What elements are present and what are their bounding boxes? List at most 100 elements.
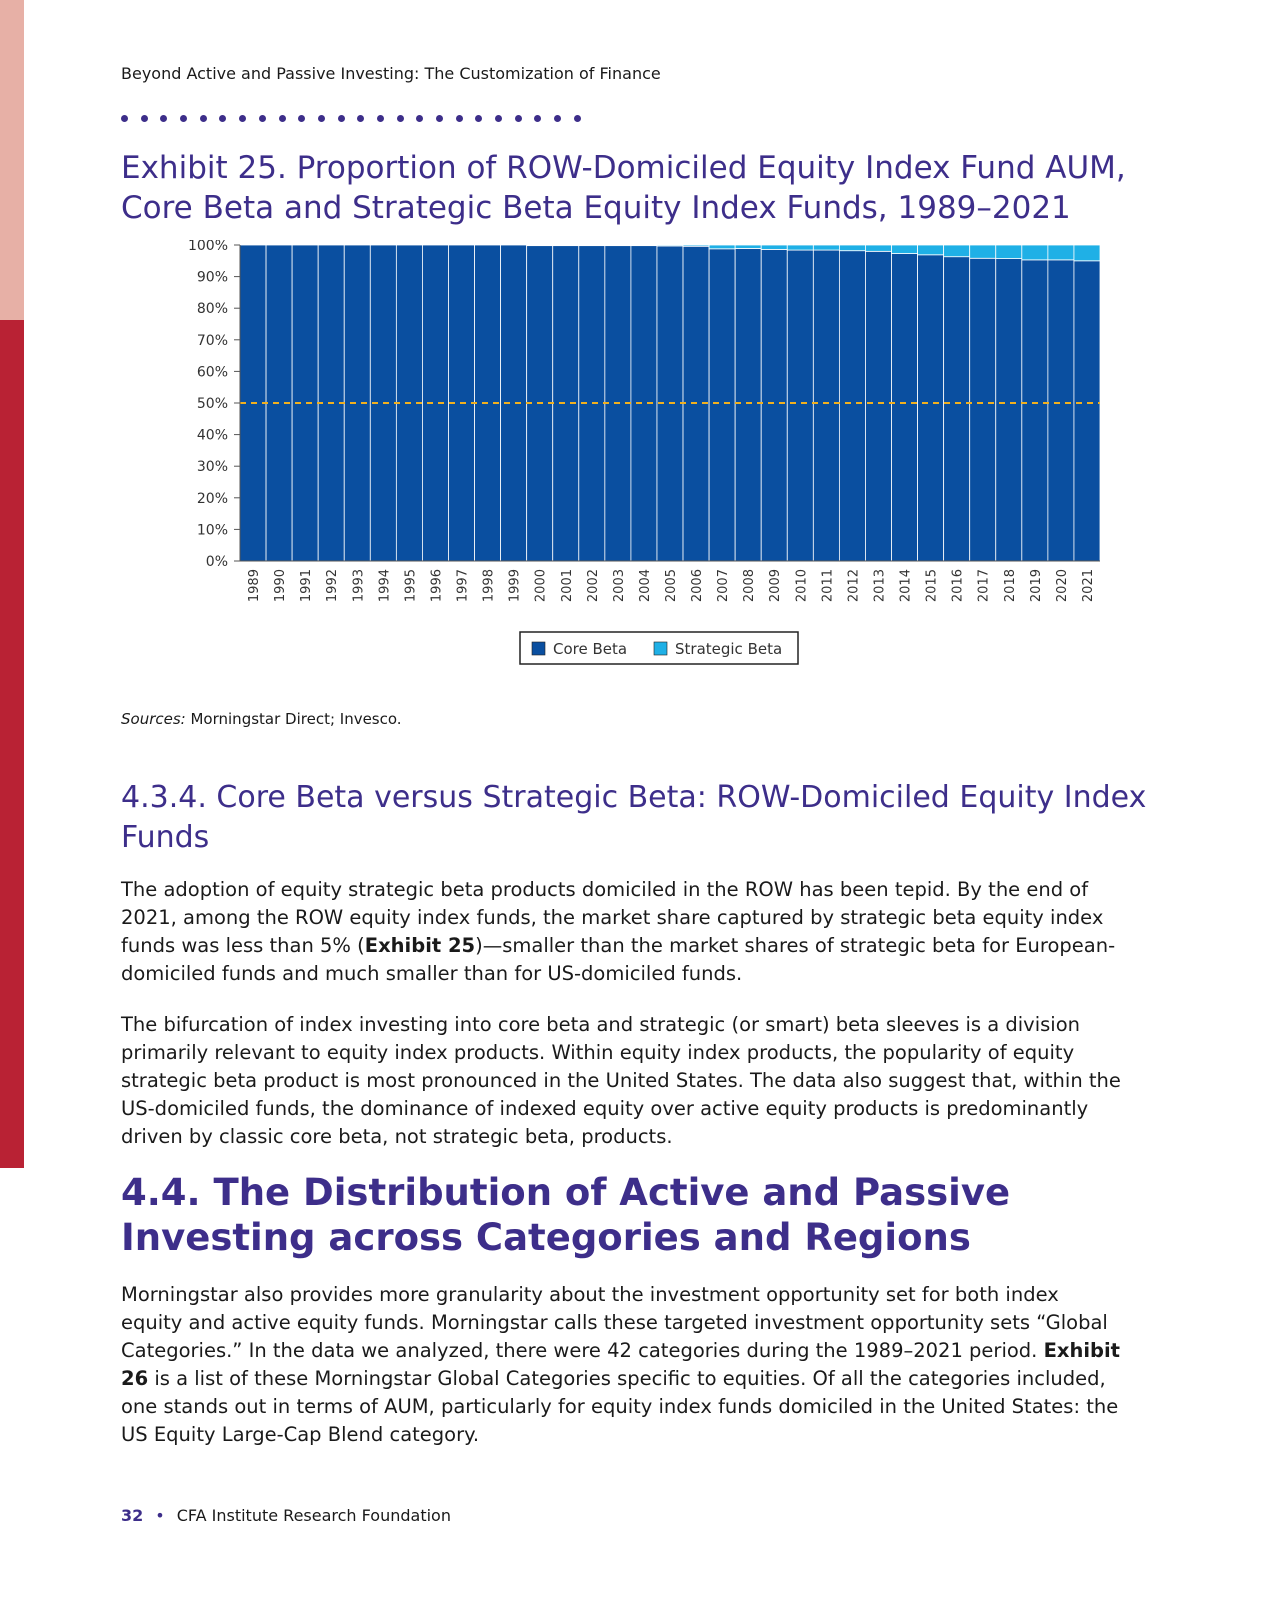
strategic-beta-bar xyxy=(604,244,632,247)
strategic-beta-bar xyxy=(1073,244,1101,262)
legend-swatch-core-beta xyxy=(531,641,546,656)
x-tick-label: 1994 xyxy=(377,569,392,602)
dot-divider xyxy=(121,115,594,125)
paragraph-2: The bifurcation of index investing into … xyxy=(121,1013,1121,1148)
x-tick-label: 2007 xyxy=(716,569,731,602)
y-tick-label: 60% xyxy=(197,364,228,380)
x-tick-label: 2003 xyxy=(612,569,627,602)
x-tick-label: 2017 xyxy=(977,569,992,602)
x-tick-label: 2006 xyxy=(690,569,705,602)
sources-text: Morningstar Direct; Invesco. xyxy=(185,710,402,728)
x-tick-label: 2001 xyxy=(560,569,575,602)
sources-note: Sources: Morningstar Direct; Invesco. xyxy=(121,710,402,728)
divider-dot xyxy=(396,115,404,122)
strategic-beta-bar xyxy=(630,244,658,247)
y-tick-label: 20% xyxy=(197,491,228,507)
strategic-beta-bar xyxy=(786,244,814,251)
divider-dot xyxy=(573,115,581,122)
x-tick-label: 1998 xyxy=(482,569,497,602)
divider-dot xyxy=(219,115,227,122)
strategic-beta-bar xyxy=(760,244,788,250)
divider-dot xyxy=(416,115,424,122)
divider-dot xyxy=(140,115,148,122)
strategic-beta-bar xyxy=(1021,244,1049,261)
core-beta-bar xyxy=(734,248,762,562)
strategic-beta-bar xyxy=(812,244,840,251)
core-beta-bar xyxy=(1047,259,1075,562)
divider-dot xyxy=(121,115,128,122)
x-tick-label: 2000 xyxy=(534,569,549,602)
divider-dot xyxy=(554,115,562,122)
page-number: 32 xyxy=(121,1506,144,1525)
strategic-beta-bar xyxy=(526,244,554,247)
y-tick-label: 70% xyxy=(197,333,228,349)
sources-label: Sources: xyxy=(121,710,186,728)
exhibit-26-ref: Exhibit 26 xyxy=(121,1339,1121,1390)
paragraph-1: The adoption of equity strategic beta pr… xyxy=(121,876,1121,988)
strategic-beta-bar xyxy=(969,244,997,259)
x-tick-label: 1990 xyxy=(273,569,288,602)
section-4-3-4-heading: 4.3.4. Core Beta versus Strategic Beta: … xyxy=(121,780,1147,855)
core-beta-bar xyxy=(995,258,1023,562)
divider-dot xyxy=(239,115,247,122)
divider-dot xyxy=(258,115,266,122)
paragraph-1-text-b: )—smaller than the market shares of stra… xyxy=(121,934,1116,985)
x-tick-label: 1992 xyxy=(325,569,340,602)
core-beta-bar xyxy=(422,244,449,562)
x-tick-label: 1989 xyxy=(247,569,262,602)
divider-dot xyxy=(376,115,384,122)
divider-dot xyxy=(495,115,503,122)
strategic-beta-bar xyxy=(917,244,945,256)
core-beta-bar xyxy=(838,250,866,562)
x-tick-label: 2021 xyxy=(1081,569,1096,602)
x-tick-label: 1993 xyxy=(351,569,366,602)
divider-dot xyxy=(199,115,207,122)
divider-dot xyxy=(298,115,306,122)
x-tick-label: 2018 xyxy=(1003,569,1018,602)
x-tick-label: 2009 xyxy=(768,569,783,602)
core-beta-bar xyxy=(1073,260,1101,562)
core-beta-bar xyxy=(943,256,971,562)
footer-separator: • xyxy=(155,1506,165,1525)
core-beta-bar xyxy=(969,257,997,562)
y-tick-label: 100% xyxy=(188,240,228,254)
section-4-4-heading: 4.4. The Distribution of Active and Pass… xyxy=(121,1171,1011,1259)
strategic-beta-bar xyxy=(708,244,736,250)
core-beta-bar xyxy=(812,249,840,562)
chart-svg: 0% 10% 20% 30% 40% 50% 60% 70% 80% 90% 100% 1989 199… xyxy=(188,238,1101,665)
core-beta-bar xyxy=(891,253,918,562)
x-tick-label: 2020 xyxy=(1055,569,1070,602)
paragraph-3-text-b: is a list of these Morningstar Global Ca… xyxy=(121,1367,1119,1446)
legend-swatch-strategic-beta xyxy=(653,641,668,656)
y-tick-label: 40% xyxy=(197,428,228,444)
x-tick-label: 1995 xyxy=(403,569,418,602)
core-beta-bar xyxy=(760,249,788,562)
x-tick-label: 2005 xyxy=(664,569,679,602)
paragraph-3-text-a: Morningstar also provides more granulari… xyxy=(121,1283,1108,1362)
divider-dot xyxy=(317,115,325,122)
page-footer: 32 • CFA Institute Research Foundation xyxy=(121,1506,451,1525)
divider-dot xyxy=(534,115,542,122)
y-tick-label: 0% xyxy=(206,554,228,570)
legend-label-core-beta: Core Beta xyxy=(553,640,627,658)
x-tick-label: 2004 xyxy=(638,569,653,602)
divider-dot xyxy=(160,115,168,122)
x-tick-label: 1991 xyxy=(299,569,314,602)
divider-dot xyxy=(514,115,522,122)
x-tick-label: 1997 xyxy=(456,569,471,602)
strategic-beta-bar xyxy=(734,244,762,249)
y-tick-label: 80% xyxy=(197,301,228,317)
core-beta-bar xyxy=(865,250,892,562)
strategic-beta-bar xyxy=(865,244,892,252)
x-tick-label: 2014 xyxy=(899,569,914,602)
x-tick-label: 2013 xyxy=(872,569,887,602)
core-beta-bar xyxy=(786,249,814,562)
strategic-beta-bar xyxy=(682,244,710,247)
y-tick-label: 90% xyxy=(197,270,228,286)
exhibit-25-ref: Exhibit 25 xyxy=(364,934,476,957)
x-tick-label: 1999 xyxy=(508,569,523,602)
x-tick-label: 2002 xyxy=(586,569,601,602)
x-tick-label: 2015 xyxy=(925,569,940,602)
divider-dot xyxy=(357,115,365,122)
y-tick-label: 50% xyxy=(197,396,228,412)
